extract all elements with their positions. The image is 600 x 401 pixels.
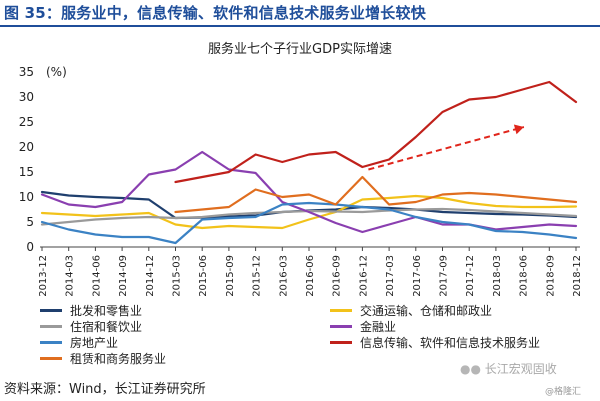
- trend-arrow-line: [368, 126, 525, 171]
- watermark-text: 长江宏观固收: [484, 362, 557, 376]
- x-tick-label: 2017-06: [412, 255, 423, 297]
- y-unit-label: (%): [46, 65, 67, 79]
- x-tick-label: 2016-12: [358, 255, 369, 297]
- x-tick-label: 2015-09: [225, 255, 236, 297]
- watermark: ●● 长江宏观固收: [460, 360, 557, 377]
- y-tick-label: 35: [19, 65, 34, 79]
- legend-item: 租赁和商务服务业: [40, 350, 166, 367]
- watermark-small: @格隆汇: [545, 387, 582, 397]
- x-tick-label: 2014-03: [65, 255, 76, 297]
- x-tick-label: 2016-06: [305, 255, 316, 297]
- legend-label: 租赁和商务服务业: [70, 352, 167, 366]
- axes: 0 5 10 15 20 25 30 35 (%) 2013-12 2014-03 2014-06 20…: [19, 65, 583, 297]
- y-tick-label: 15: [19, 165, 34, 179]
- y-tick-label: 25: [19, 115, 34, 129]
- series-line: [40, 201, 578, 245]
- legend-swatch: [330, 341, 352, 344]
- y-tick-label: 0: [26, 240, 34, 254]
- legend-label: 信息传输、软件和信息技术服务业: [360, 336, 541, 350]
- legend-item: 住宿和餐饮业: [40, 318, 142, 335]
- x-tick-label: 2014-12: [145, 255, 156, 297]
- legend-swatch: [40, 325, 62, 328]
- x-tick-label: 2014-06: [91, 255, 102, 297]
- x-tick-label: 2017-12: [465, 255, 476, 297]
- legend-swatch: [40, 309, 62, 312]
- legend-swatch: [40, 341, 62, 344]
- x-tick-label: 2014-09: [118, 255, 129, 297]
- legend: 批发和零售业 交通运输、仓储和邮政业住宿和餐饮业 金融业房地产业 信息传输、软件和信息…: [40, 302, 600, 366]
- legend-swatch: [330, 325, 352, 328]
- chart-title: 服务业七个子行业GDP实际增速: [208, 42, 392, 57]
- legend-label: 住宿和餐饮业: [70, 320, 143, 334]
- y-tick-label: 10: [19, 190, 34, 204]
- x-tick-label: 2018-12: [572, 255, 583, 297]
- legend-label: 批发和零售业: [70, 304, 143, 318]
- y-tick-label: 20: [19, 140, 34, 154]
- trend-arrow-head: [513, 124, 524, 135]
- series-lines: [40, 80, 578, 245]
- series-line: [174, 175, 578, 214]
- x-tick-label: 2015-06: [198, 255, 209, 297]
- source-note: 资料来源：Wind，长江证券研究所: [4, 382, 206, 397]
- legend-label: 交通运输、仓储和邮政业: [360, 304, 493, 318]
- series-line: [174, 80, 578, 184]
- legend-label: 金融业: [360, 320, 397, 334]
- y-tick-label: 5: [26, 215, 34, 229]
- x-tick-label: 2015-12: [252, 255, 263, 297]
- x-tick-label: 2016-03: [278, 255, 289, 297]
- x-tick-label: 2015-03: [172, 255, 183, 297]
- x-tick-label: 2018-03: [492, 255, 503, 297]
- legend-item: 信息传输、软件和信息技术服务业: [330, 334, 540, 351]
- trend-arrow: [368, 124, 525, 171]
- legend-swatch: [330, 309, 352, 312]
- x-tick-label: 2013-12: [38, 255, 49, 297]
- x-tick-label: 2016-09: [332, 255, 343, 297]
- x-tick-label: 2018-06: [519, 255, 530, 297]
- legend-item: 房地产业: [40, 334, 118, 351]
- series-line: [40, 194, 578, 230]
- legend-item: 交通运输、仓储和邮政业: [330, 302, 492, 319]
- x-tick-label: 2017-09: [439, 255, 450, 297]
- legend-item: 金融业: [330, 318, 396, 335]
- legend-swatch: [40, 357, 62, 360]
- title-rule: [0, 25, 600, 27]
- wechat-icon: ●●: [460, 362, 481, 376]
- legend-item: 批发和零售业: [40, 302, 142, 319]
- legend-label: 房地产业: [70, 336, 119, 350]
- x-tick-label: 2017-03: [385, 255, 396, 297]
- y-tick-label: 30: [19, 90, 34, 104]
- x-tick-label: 2018-09: [545, 255, 556, 297]
- figure-title: 图 35：服务业中，信息传输、软件和信息技术服务业增长较快: [4, 4, 426, 22]
